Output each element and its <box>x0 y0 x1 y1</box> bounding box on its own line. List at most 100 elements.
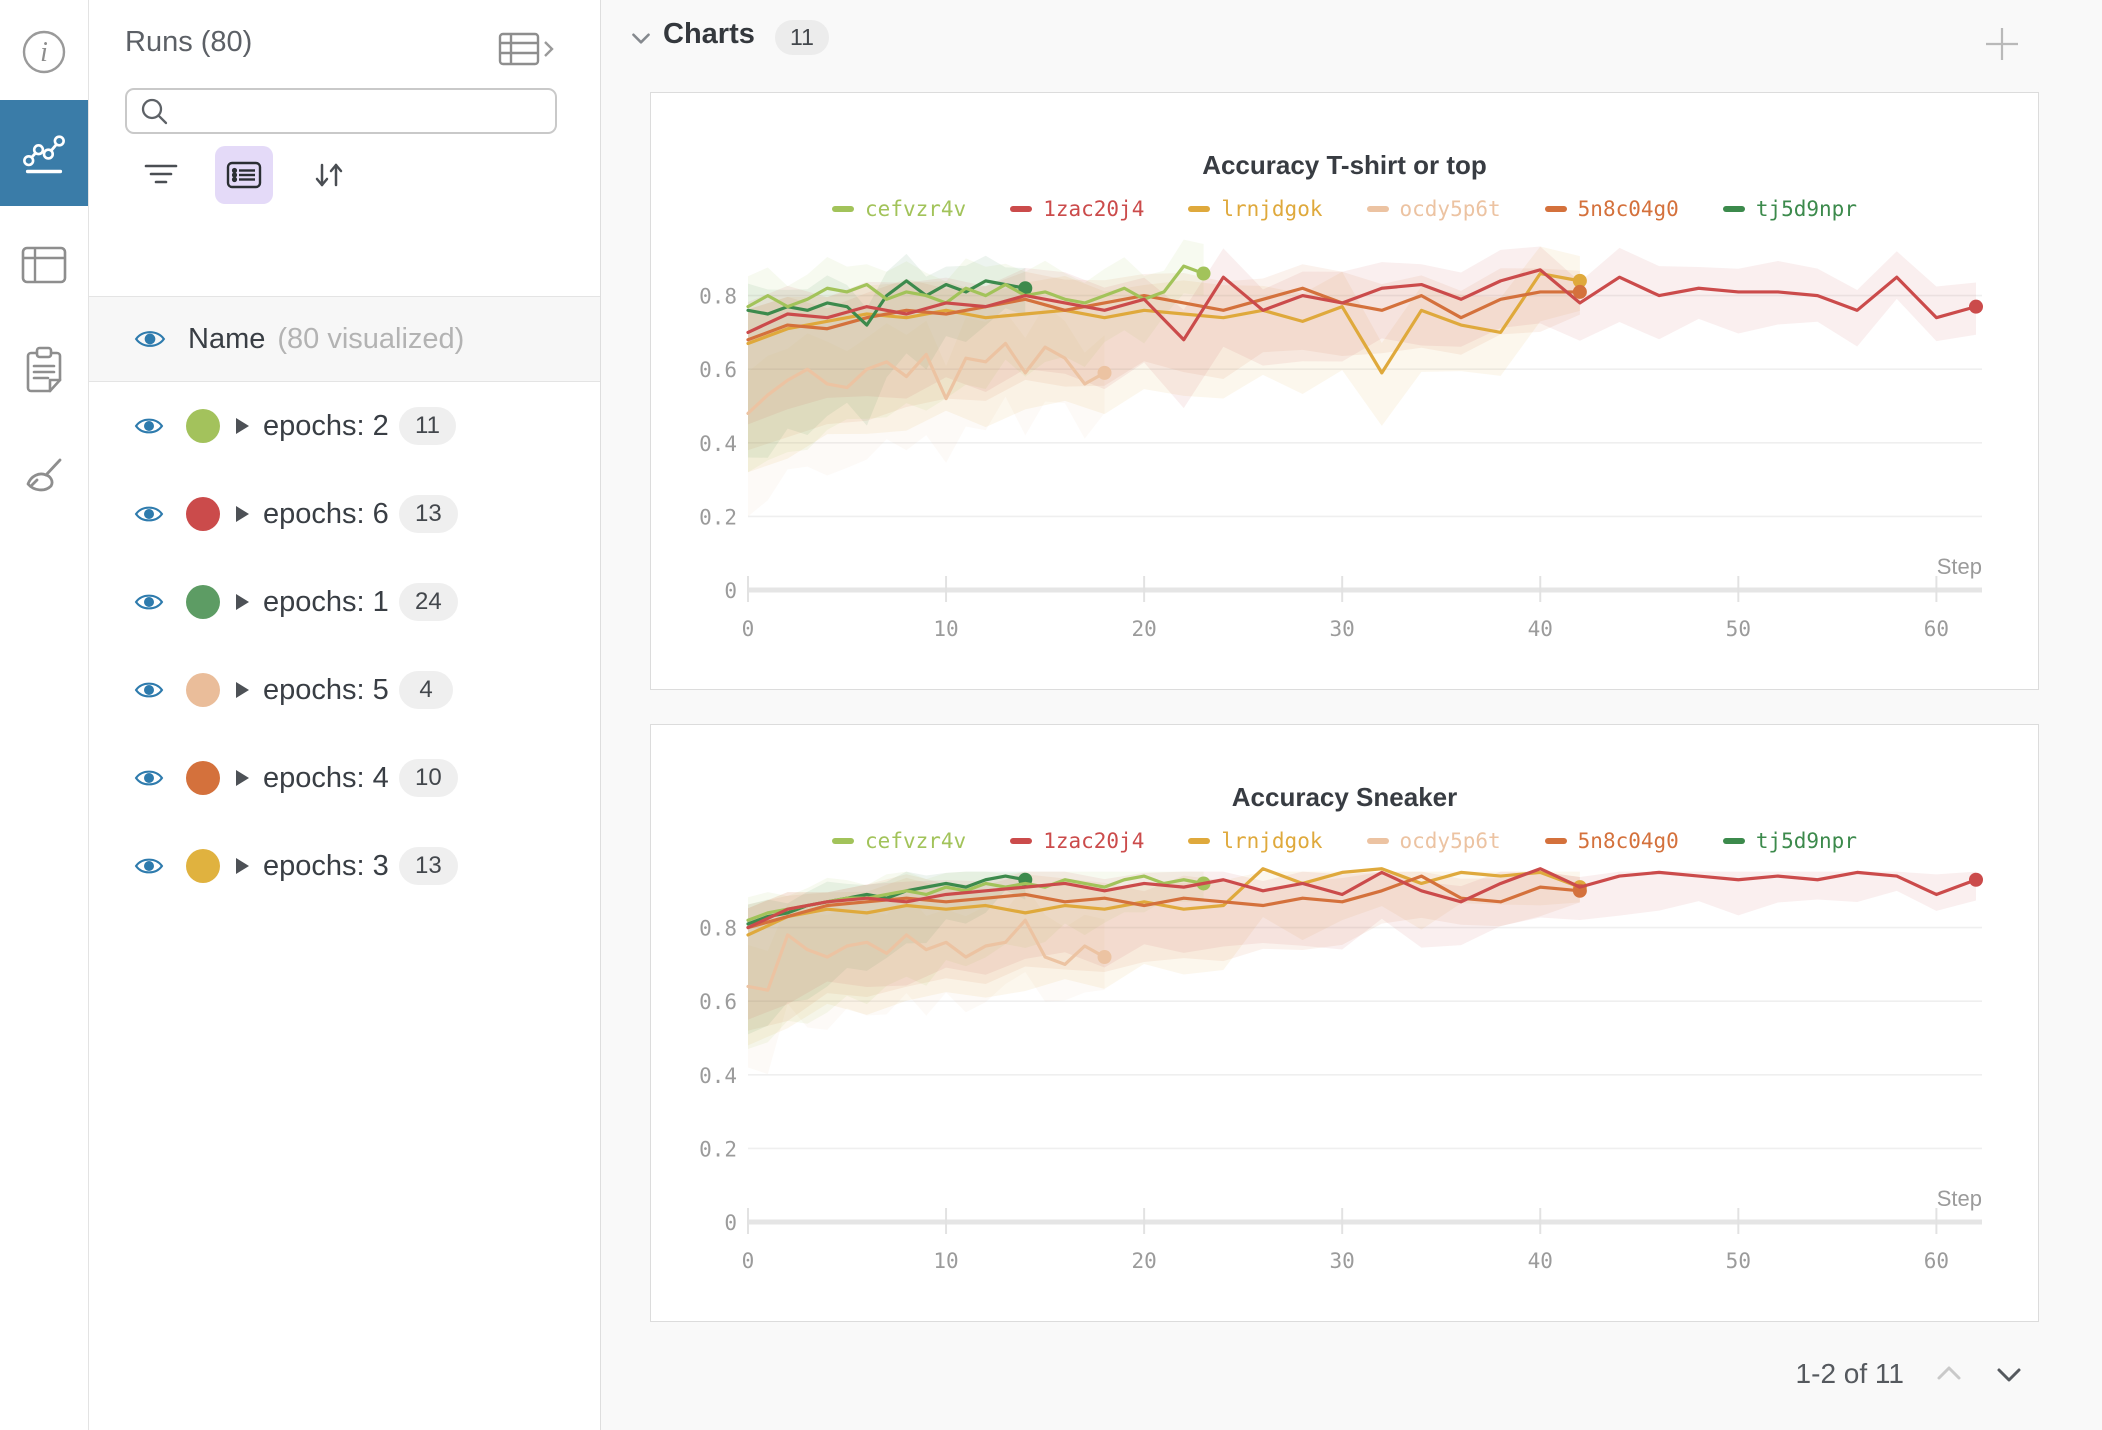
visualized-header-row[interactable]: Name (80 visualized) <box>89 296 600 382</box>
charts-header: Charts 11 <box>601 0 2102 76</box>
svg-text:10: 10 <box>933 1249 958 1273</box>
run-count-badge: 13 <box>399 847 458 885</box>
eye-icon[interactable] <box>134 414 164 438</box>
caret-right-icon[interactable] <box>236 506 249 522</box>
legend-item[interactable]: 1zac20j4 <box>1010 197 1144 221</box>
filter-icon <box>144 164 178 184</box>
legend-item[interactable]: 5n8c04g0 <box>1544 829 1679 853</box>
caret-right-icon[interactable] <box>236 858 249 874</box>
legend-swatch <box>1366 206 1389 212</box>
legend-item[interactable]: 5n8c04g0 <box>1544 197 1679 221</box>
svg-text:30: 30 <box>1330 617 1355 641</box>
chart-plot[interactable]: 0 10 20 30 40 50 60 0 0.2 0.4 0.6 0.8 Step <box>651 231 2038 689</box>
info-icon[interactable]: i <box>0 26 88 78</box>
run-group-label: epochs: 6 <box>263 497 389 530</box>
legend-run-id: 1zac20j4 <box>1043 829 1145 853</box>
legend-item[interactable]: tj5d9npr <box>1722 197 1857 221</box>
svg-text:60: 60 <box>1924 1249 1949 1273</box>
search-input[interactable] <box>179 96 543 126</box>
legend-swatch <box>1544 838 1567 844</box>
legend-swatch <box>832 838 855 844</box>
svg-text:i: i <box>40 37 48 68</box>
caret-right-icon[interactable] <box>236 770 249 786</box>
table-icon[interactable] <box>0 238 88 292</box>
chart-pagination: 1-2 of 11 <box>1796 1358 2024 1390</box>
run-group-label: epochs: 2 <box>263 409 389 442</box>
run-row[interactable]: epochs: 3 13 <box>89 822 600 910</box>
eye-icon[interactable] <box>134 590 164 614</box>
legend-run-id: tj5d9npr <box>1755 829 1857 853</box>
legend-run-id: lrnjdgok <box>1221 197 1323 221</box>
caret-right-icon[interactable] <box>236 594 249 610</box>
legend-swatch <box>1010 206 1033 212</box>
legend-run-id: ocdy5p6t <box>1399 197 1501 221</box>
broom-icon[interactable] <box>0 452 88 508</box>
legend-item[interactable]: cefvzr4v <box>832 197 966 221</box>
visualized-label: Name <box>188 322 266 355</box>
legend-swatch <box>832 206 855 212</box>
run-color-dot <box>186 585 220 619</box>
caret-right-icon[interactable] <box>236 418 249 434</box>
svg-text:0.6: 0.6 <box>699 990 737 1014</box>
legend-item[interactable]: ocdy5p6t <box>1366 197 1501 221</box>
runs-list: epochs: 2 11 epochs: 6 13 epochs: 1 24 e… <box>89 382 600 910</box>
eye-icon[interactable] <box>134 766 164 790</box>
visualized-note: (80 visualized) <box>277 322 465 355</box>
chevron-down-icon <box>632 33 650 44</box>
filter-button[interactable] <box>132 146 190 204</box>
legend-item[interactable]: cefvzr4v <box>832 829 966 853</box>
svg-text:0.4: 0.4 <box>699 432 737 456</box>
legend-swatch <box>1188 206 1211 212</box>
sort-icon <box>315 163 343 187</box>
sort-button[interactable] <box>300 146 358 204</box>
chart-plot[interactable]: 0 10 20 30 40 50 60 0 0.2 0.4 0.6 0.8 Step <box>651 863 2038 1321</box>
svg-text:0.2: 0.2 <box>699 1137 737 1161</box>
legend-swatch <box>1366 838 1389 844</box>
clipboard-icon[interactable] <box>0 342 88 398</box>
svg-text:0.2: 0.2 <box>699 505 737 529</box>
run-row[interactable]: epochs: 5 4 <box>89 646 600 734</box>
legend-item[interactable]: ocdy5p6t <box>1366 829 1501 853</box>
expand-runs-table-button[interactable] <box>496 30 558 75</box>
list-view-button[interactable] <box>215 146 273 204</box>
svg-text:0: 0 <box>742 617 755 641</box>
svg-text:50: 50 <box>1726 617 1751 641</box>
run-row[interactable]: epochs: 2 11 <box>89 382 600 470</box>
legend-item[interactable]: tj5d9npr <box>1722 829 1857 853</box>
previous-page-button[interactable] <box>1934 1363 1964 1385</box>
add-panel-button[interactable] <box>1982 24 2022 69</box>
legend-run-id: 5n8c04g0 <box>1577 197 1679 221</box>
icon-rail: i <box>0 0 89 1430</box>
run-count-badge: 11 <box>399 407 456 445</box>
legend-swatch <box>1722 838 1745 844</box>
eye-icon[interactable] <box>134 854 164 878</box>
legend-swatch <box>1544 206 1567 212</box>
svg-text:40: 40 <box>1528 617 1553 641</box>
collapse-charts-button[interactable] <box>627 24 655 57</box>
charts-count-badge: 11 <box>775 20 829 55</box>
panel-tab-charts[interactable] <box>0 100 88 206</box>
chart-panel-accuracy-sneaker[interactable]: Accuracy Sneaker cefvzr4v 1zac20j4 lrnjd… <box>650 724 2039 1322</box>
legend-item[interactable]: 1zac20j4 <box>1010 829 1144 853</box>
run-row[interactable]: epochs: 1 24 <box>89 558 600 646</box>
svg-text:0.8: 0.8 <box>699 917 737 941</box>
svg-text:50: 50 <box>1726 1249 1751 1273</box>
legend-item[interactable]: lrnjdgok <box>1188 829 1323 853</box>
run-count-badge: 4 <box>399 671 453 709</box>
chart-panel-accuracy-tshirt[interactable]: Accuracy T-shirt or top cefvzr4v 1zac20j… <box>650 92 2039 690</box>
next-page-button[interactable] <box>1994 1363 2024 1385</box>
eye-icon[interactable] <box>134 678 164 702</box>
chevron-right-icon <box>544 41 554 57</box>
run-row[interactable]: epochs: 4 10 <box>89 734 600 822</box>
caret-right-icon[interactable] <box>236 682 249 698</box>
run-row[interactable]: epochs: 6 13 <box>89 470 600 558</box>
eye-icon[interactable] <box>134 502 164 526</box>
legend-item[interactable]: lrnjdgok <box>1188 197 1323 221</box>
svg-text:0: 0 <box>724 1211 737 1235</box>
pagination-label: 1-2 of 11 <box>1795 1358 1904 1389</box>
svg-text:0: 0 <box>724 579 737 603</box>
svg-text:30: 30 <box>1330 1249 1355 1273</box>
runs-search <box>125 88 557 134</box>
svg-text:Step: Step <box>1937 1186 1982 1211</box>
eye-icon[interactable] <box>134 326 166 352</box>
